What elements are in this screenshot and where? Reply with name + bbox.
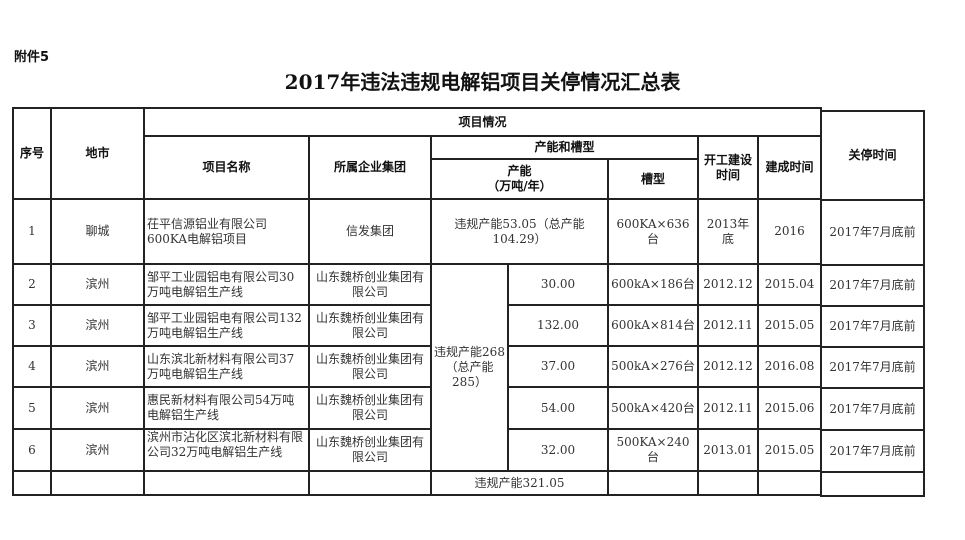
empty-cell — [143, 470, 310, 496]
capacity: 违规产能53.05（总产能104.29） — [430, 198, 609, 265]
empty-cell — [756, 470, 823, 496]
table-row: 1 聊城 茌平信源铝业有限公司600KA电解铝项目 信发集团 违规产能53.05… — [12, 198, 823, 265]
shutdown-time: 2017年7月底前 — [820, 199, 925, 266]
document-title: 2017年违法违规电解铝项目关停情况汇总表 — [284, 70, 681, 94]
capacity: 54.00 — [507, 386, 609, 430]
header-complete-time: 建成时间 — [756, 135, 823, 200]
city: 滨州 — [50, 428, 145, 472]
group: 山东魏桥创业集团有限公司 — [308, 304, 432, 347]
complete-time: 2015.05 — [756, 428, 823, 472]
complete-time: 2016 — [756, 198, 823, 265]
project-name: 山东滨北新材料有限公司37万吨电解铝生产线 — [143, 345, 310, 388]
project-name-text: 滨州市沾化区滨北新材料有限公司32万吨电解铝生产线 — [147, 430, 304, 459]
shutdown-time: 2017年7月底前 — [820, 387, 925, 431]
seq: 4 — [12, 345, 52, 388]
table-row: 5 滨州 惠民新材料有限公司54万吨电解铝生产线 山东魏桥创业集团有限公司 54… — [12, 386, 823, 430]
total-capacity: 违规产能321.05 — [430, 470, 609, 496]
group: 山东魏桥创业集团有限公司 — [308, 345, 432, 388]
city: 滨州 — [50, 345, 145, 388]
complete-time: 2015.06 — [756, 386, 823, 430]
seq: 2 — [12, 263, 52, 306]
group: 山东魏桥创业集团有限公司 — [308, 263, 432, 306]
seq: 5 — [12, 386, 52, 430]
header-cell-type: 槽型 — [607, 158, 699, 200]
empty-cell — [12, 470, 52, 496]
empty-cell — [50, 470, 145, 496]
city: 聊城 — [50, 198, 145, 265]
header-city: 地市 — [50, 107, 145, 200]
cell-type: 600KA×636台 — [607, 198, 699, 265]
table-row: 6 滨州 滨州市沾化区滨北新材料有限公司32万吨电解铝生产线 山东魏桥创业集团有… — [12, 428, 823, 472]
attachment-label: 附件5 — [14, 50, 50, 65]
header-capacity: 产能 （万吨/年） — [430, 158, 609, 200]
project-name: 邹平工业园铝电有限公司132万吨电解铝生产线 — [143, 304, 310, 347]
group: 山东魏桥创业集团有限公司 — [308, 386, 432, 430]
group: 信发集团 — [308, 198, 432, 265]
header-capacity-and-cell: 产能和槽型 — [430, 135, 699, 160]
header-project-name: 项目名称 — [143, 135, 310, 200]
header-group: 所属企业集团 — [308, 135, 432, 200]
summary-table: 序号 地市 项目情况 项目名称 所属企业集团 产能和槽型 开工建设时间 建成时间… — [12, 107, 823, 496]
header-seq: 序号 — [12, 107, 52, 200]
table-row: 2 滨州 邹平工业园铝电有限公司30万吨电解铝生产线 山东魏桥创业集团有限公司 … — [12, 263, 823, 472]
city: 滨州 — [50, 263, 145, 306]
seq: 1 — [12, 198, 52, 265]
start-time: 2013.01 — [697, 428, 759, 472]
start-time: 2012.11 — [697, 386, 759, 430]
group-capacity: 违规产能268（总产能285） — [430, 263, 509, 472]
cell-type: 500kA×276台 — [607, 345, 699, 388]
header-project-info: 项目情况 — [142, 107, 823, 137]
start-time: 2012.11 — [697, 304, 759, 347]
empty-cell — [308, 470, 432, 496]
project-name: 茌平信源铝业有限公司600KA电解铝项目 — [143, 198, 310, 265]
shutdown-time-table: 关停时间 2017年7月底前 2017年7月底前 2017年7月底前 2017年… — [820, 110, 925, 497]
cell-type: 600kA×186台 — [607, 263, 699, 306]
capacity: 132.00 — [507, 304, 609, 347]
city: 滨州 — [50, 304, 145, 347]
complete-time: 2015.05 — [756, 304, 823, 347]
group: 山东魏桥创业集团有限公司 — [308, 428, 432, 472]
start-time: 2012.12 — [697, 263, 759, 306]
empty-cell — [607, 470, 699, 496]
header-shutdown-time: 关停时间 — [820, 110, 925, 201]
header-start-time: 开工建设时间 — [697, 135, 759, 200]
cell-type: 500kA×420台 — [607, 386, 699, 430]
seq: 3 — [12, 304, 52, 347]
shutdown-time: 2017年7月底前 — [820, 305, 925, 348]
seq: 6 — [12, 428, 52, 472]
project-name: 惠民新材料有限公司54万吨电解铝生产线 — [143, 386, 310, 430]
empty-cell — [697, 470, 759, 496]
table-row: 3 滨州 邹平工业园铝电有限公司132万吨电解铝生产线 山东魏桥创业集团有限公司… — [12, 304, 823, 347]
complete-time: 2015.04 — [756, 263, 823, 306]
capacity: 30.00 — [507, 263, 609, 306]
start-time: 2013年底 — [697, 198, 759, 265]
capacity: 37.00 — [507, 345, 609, 388]
empty-cell — [820, 471, 925, 497]
start-time: 2012.12 — [697, 345, 759, 388]
table-row: 4 滨州 山东滨北新材料有限公司37万吨电解铝生产线 山东魏桥创业集团有限公司 … — [12, 345, 823, 388]
shutdown-time: 2017年7月底前 — [820, 346, 925, 389]
cell-type: 600kA×814台 — [607, 304, 699, 347]
shutdown-time: 2017年7月底前 — [820, 264, 925, 307]
total-row: 违规产能321.05 — [12, 470, 823, 496]
city: 滨州 — [50, 386, 145, 430]
cell-type: 500KA×240台 — [607, 428, 699, 472]
complete-time: 2016.08 — [756, 345, 823, 388]
project-name: 滨州市沾化区滨北新材料有限公司32万吨电解铝生产线 — [143, 428, 310, 472]
shutdown-time: 2017年7月底前 — [820, 429, 925, 473]
project-name: 邹平工业园铝电有限公司30万吨电解铝生产线 — [143, 263, 310, 306]
capacity: 32.00 — [507, 428, 609, 472]
